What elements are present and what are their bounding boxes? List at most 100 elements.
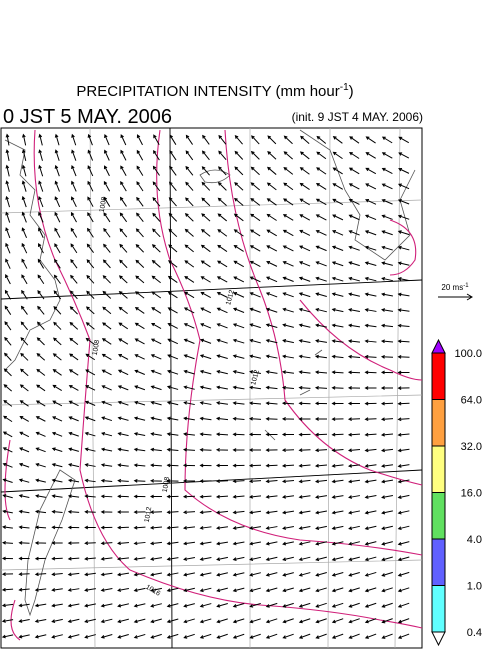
- wind-arrow: [233, 213, 244, 222]
- wind-arrow: [120, 181, 127, 192]
- wind-arrow: [298, 525, 311, 530]
- wind-arrow: [67, 572, 80, 577]
- wind-arrow: [265, 526, 278, 530]
- wind-arrow: [216, 369, 228, 375]
- wind-arrow: [84, 494, 96, 499]
- wind-arrow: [315, 354, 328, 359]
- wind-arrow: [283, 182, 294, 191]
- wind-arrow: [381, 199, 393, 205]
- wind-arrow: [133, 494, 146, 499]
- wind-arrow: [215, 416, 229, 421]
- wind-arrow: [136, 181, 144, 192]
- wind-arrow: [34, 603, 47, 608]
- wind-arrow: [218, 150, 227, 160]
- wind-arrow: [216, 572, 228, 577]
- wind-arrow: [34, 587, 47, 592]
- wind-arrow: [348, 618, 360, 624]
- wind-arrow: [35, 400, 46, 407]
- wind-arrow: [381, 464, 394, 468]
- wind-arrow: [54, 164, 60, 177]
- wind-arrow: [364, 510, 377, 515]
- wind-vectors: [1, 133, 410, 639]
- wind-arrow: [215, 494, 229, 499]
- wind-arrow: [332, 167, 343, 175]
- wind-arrow: [120, 165, 127, 176]
- wind-arrow: [381, 541, 393, 546]
- wind-arrow: [216, 307, 228, 314]
- wind-arrow: [364, 495, 377, 499]
- wind-arrow: [232, 494, 245, 499]
- wind-arrow: [134, 400, 146, 406]
- wind-arrow: [169, 134, 177, 145]
- wind-arrow: [314, 401, 328, 406]
- wind-arrow: [331, 245, 344, 251]
- wind-arrow: [215, 479, 229, 484]
- wind-arrow: [117, 385, 129, 391]
- wind-arrow: [397, 277, 410, 282]
- wind-arrow: [38, 242, 44, 254]
- wind-arrow: [199, 447, 212, 452]
- wind-legend-arrow: [438, 293, 473, 301]
- colorbar-bin: [431, 585, 446, 633]
- wind-arrow: [234, 166, 244, 176]
- wind-arrow: [185, 150, 194, 161]
- wind-arrow: [3, 352, 12, 361]
- wind-arrow: [21, 289, 28, 300]
- wind-arrow: [397, 417, 410, 422]
- wind-arrow: [282, 370, 295, 374]
- wind-arrow: [381, 152, 393, 159]
- wind-arrow: [298, 323, 311, 328]
- wind-arrow: [232, 463, 245, 468]
- colorbar-bin: [431, 399, 446, 447]
- wind-arrow: [133, 572, 146, 577]
- wind-arrow: [364, 571, 377, 577]
- wind-arrow: [331, 417, 344, 421]
- wind-arrow: [68, 431, 79, 437]
- wind-arrow: [201, 213, 211, 222]
- wind-arrow: [70, 258, 78, 269]
- wind-arrow: [331, 261, 344, 267]
- wind-arrow: [149, 510, 163, 515]
- wind-arrow: [265, 416, 278, 421]
- wind-arrow: [217, 244, 228, 252]
- wind-arrow: [168, 244, 178, 253]
- wind-arrow: [315, 510, 328, 515]
- wind-arrow: [232, 510, 245, 515]
- wind-arrow: [265, 541, 278, 546]
- wind-arrow: [298, 618, 311, 624]
- wind-arrow: [183, 416, 195, 421]
- wind-arrow: [35, 416, 46, 422]
- wind-arrow: [249, 587, 261, 593]
- wind-arrow: [118, 275, 128, 284]
- wind-arrow: [364, 401, 377, 406]
- wind-arrow: [347, 401, 361, 406]
- wind-arrow: [151, 322, 162, 329]
- wind-arrow: [201, 197, 211, 207]
- wind-arrow: [331, 354, 344, 359]
- wind-arrow: [265, 494, 278, 499]
- wind-arrow: [398, 167, 410, 174]
- wind-arrow: [101, 385, 112, 391]
- wind-arrow: [348, 464, 361, 468]
- colorbar-bin: [431, 352, 446, 400]
- wind-arrow: [134, 306, 145, 314]
- wind-arrow: [150, 633, 162, 639]
- wind-arrow: [150, 447, 162, 452]
- wind-arrow: [248, 494, 262, 499]
- wind-arrow: [67, 588, 80, 592]
- wind-arrow: [332, 214, 344, 221]
- wind-arrow: [298, 307, 311, 313]
- wind-arrow: [380, 417, 394, 422]
- wind-arrow: [299, 245, 311, 252]
- wind-arrow: [152, 196, 161, 207]
- wind-arrow: [215, 448, 229, 452]
- wind-arrow: [166, 463, 179, 468]
- wind-arrow: [282, 587, 294, 593]
- wind-arrow: [381, 261, 393, 266]
- wind-arrow: [216, 603, 228, 608]
- wind-arrow: [348, 495, 361, 499]
- wind-arrow: [51, 618, 63, 623]
- wind-arrow: [70, 243, 78, 254]
- wind-arrow: [118, 338, 129, 345]
- wind-arrow: [135, 259, 145, 268]
